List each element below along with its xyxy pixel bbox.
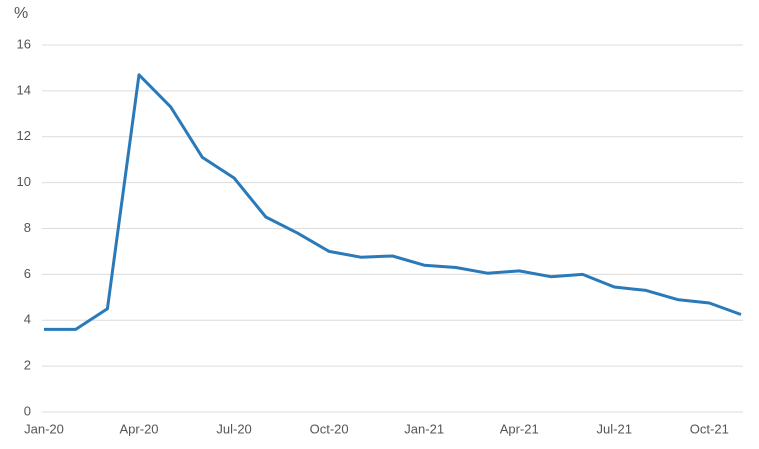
y-tick-label: 12 [17,128,31,143]
x-tick-label: Apr-21 [500,421,539,436]
x-tick-label: Jan-21 [404,421,444,436]
y-tick-label: 4 [24,312,31,327]
x-tick-label: Oct-20 [310,421,349,436]
y-tick-label: 8 [24,220,31,235]
y-axis-label: % [14,5,28,22]
line-series [44,73,742,331]
x-tick-label: Jan-20 [24,421,64,436]
y-tick-label: 14 [17,82,31,97]
x-tick-label: Oct-21 [690,421,729,436]
x-tick-label: Jul-21 [597,421,632,436]
y-tick-label: 10 [17,174,31,189]
y-tick-label: 0 [24,403,31,418]
y-tick-label: 2 [24,358,31,373]
x-tick-label: Apr-20 [120,421,159,436]
y-tick-label: 16 [17,36,31,51]
x-tick-label: Jul-20 [216,421,251,436]
y-tick-label: 6 [24,266,31,281]
